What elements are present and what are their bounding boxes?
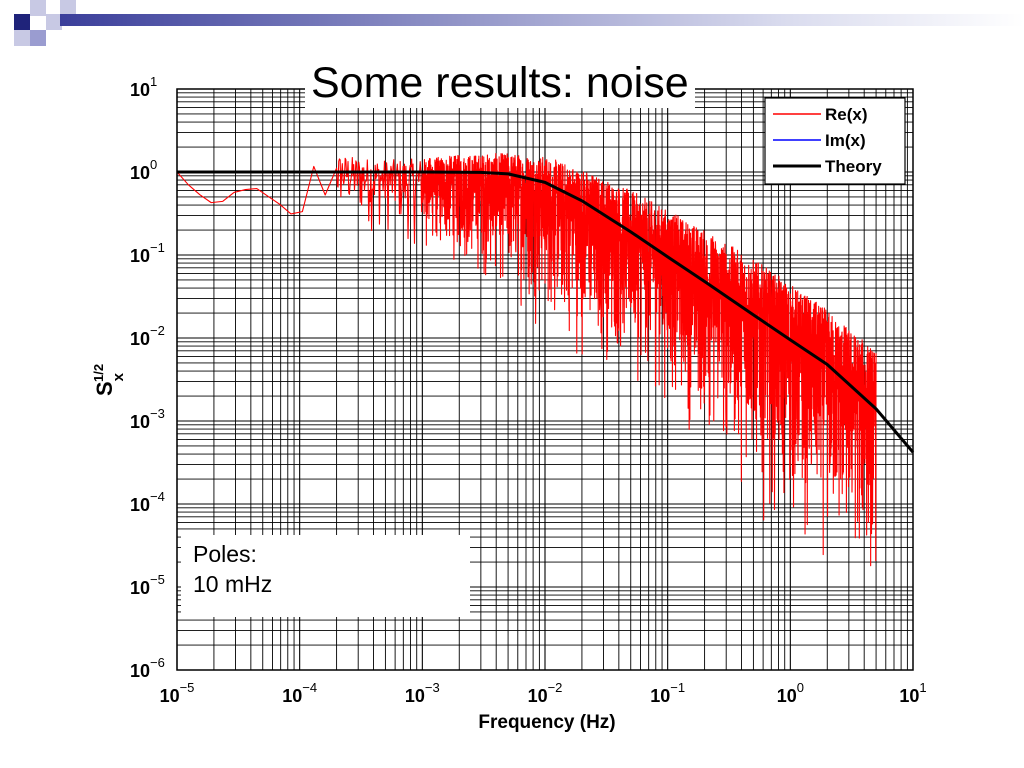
x-tick-label: 100 xyxy=(777,680,804,706)
note-line-1: Poles: xyxy=(193,541,257,567)
legend-label: Re(x) xyxy=(825,105,868,124)
legend: Re(x) Im(x) Theory xyxy=(764,97,906,185)
y-tick-label: 100 xyxy=(130,157,157,183)
legend-label: Im(x) xyxy=(825,131,866,150)
x-tick-label: 10−4 xyxy=(282,680,317,706)
y-tick-label: 10−5 xyxy=(130,572,165,598)
y-axis-label: Sx1/2 xyxy=(91,364,127,396)
y-tick-label: 10−3 xyxy=(130,406,165,432)
deco-square-6 xyxy=(60,0,76,14)
title-bar-gradient xyxy=(60,14,1024,26)
legend-box xyxy=(764,97,906,185)
axis-labels: 10−5 10−4 10−3 10−2 10−1 100 101 101 100 10−1 10−2… xyxy=(91,74,927,733)
y-tick-label: 10−2 xyxy=(130,323,165,349)
deco-square-2 xyxy=(30,0,46,16)
x-tick-label: 10−3 xyxy=(405,680,440,706)
note-line-2: 10 mHz xyxy=(193,571,273,597)
series-theory-line xyxy=(177,170,915,454)
deco-square-4 xyxy=(30,30,46,46)
legend-label: Theory xyxy=(825,157,882,176)
x-tick-label: 101 xyxy=(899,680,926,706)
slide-title: Some results: noise xyxy=(305,58,695,108)
deco-square-1 xyxy=(14,14,30,30)
deco-square-3 xyxy=(46,14,62,30)
x-tick-label: 10−1 xyxy=(650,680,685,706)
y-tick-label: 10−4 xyxy=(130,489,165,515)
y-tick-label: 10−1 xyxy=(130,240,165,266)
plot-series xyxy=(176,152,915,567)
x-tick-label: 10−5 xyxy=(160,680,195,706)
y-tick-label: 101 xyxy=(130,74,157,100)
poles-note: Poles: 10 mHz xyxy=(181,535,470,617)
x-axis-label: Frequency (Hz) xyxy=(478,712,615,733)
y-tick-label: 10−6 xyxy=(130,655,165,681)
x-tick-label: 10−2 xyxy=(528,680,563,706)
deco-square-5 xyxy=(14,30,30,46)
